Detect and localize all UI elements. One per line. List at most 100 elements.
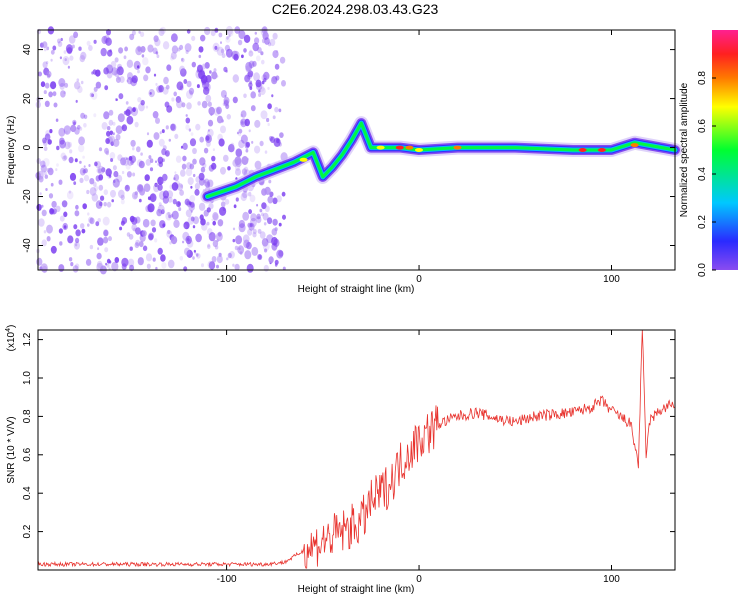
noise-blob	[278, 250, 284, 257]
noise-blob	[116, 66, 124, 76]
noise-blob	[68, 190, 72, 194]
noise-blob	[55, 168, 58, 172]
noise-blob	[170, 123, 176, 131]
noise-blob	[274, 259, 279, 265]
noise-blob	[96, 168, 100, 174]
snr-scale-label: (x104)	[5, 325, 17, 352]
noise-blob	[74, 243, 78, 247]
noise-blob	[40, 164, 47, 173]
noise-blob	[222, 207, 226, 211]
noise-blob	[247, 228, 253, 236]
noise-blob	[190, 185, 193, 189]
noise-blob	[155, 117, 160, 124]
noise-blob	[146, 132, 150, 136]
noise-blob	[208, 232, 216, 242]
noise-blob	[207, 260, 214, 269]
noise-blob	[266, 117, 270, 123]
noise-blob	[42, 158, 50, 167]
noise-blob	[226, 114, 231, 120]
noise-blob	[116, 174, 123, 183]
noise-blob	[217, 231, 222, 237]
hotspot	[299, 157, 308, 162]
noise-blob	[102, 216, 110, 226]
noise-blob	[190, 216, 195, 222]
noise-blob	[106, 258, 111, 264]
hotspot	[578, 148, 587, 152]
noise-blob	[121, 257, 129, 267]
noise-blob	[39, 192, 42, 196]
noise-blob	[162, 41, 170, 50]
noise-blob	[126, 232, 131, 237]
noise-blob	[147, 44, 154, 53]
noise-blob	[156, 85, 163, 93]
noise-blob	[106, 263, 110, 268]
noise-blob	[200, 34, 206, 42]
snr-panel: -100 0 100 0.2 0.4 0.6 0.8 1.0 1.2 Height of st…	[5, 325, 676, 595]
noise-blob	[94, 161, 98, 167]
noise-blob	[41, 209, 47, 217]
noise-blob	[227, 252, 232, 259]
snr-x-axis-label: Height of straight line (km)	[298, 584, 415, 595]
noise-blob	[192, 158, 197, 165]
noise-blob	[151, 227, 157, 233]
noise-blob	[76, 78, 80, 82]
noise-blob	[137, 65, 140, 69]
noise-blob	[107, 174, 112, 179]
noise-blob	[129, 246, 133, 251]
noise-blob	[113, 170, 119, 178]
noise-blob	[58, 179, 63, 185]
noise-blob	[258, 254, 263, 260]
noise-blob	[126, 76, 133, 85]
noise-blob	[212, 148, 215, 152]
noise-blob	[201, 63, 207, 70]
noise-blob	[195, 69, 203, 79]
noise-blob	[184, 43, 192, 52]
noise-blob	[106, 29, 111, 36]
hotspot	[405, 145, 414, 150]
noise-blob	[212, 212, 219, 221]
noise-blob	[44, 100, 50, 108]
noise-blob	[179, 44, 184, 51]
noise-blob	[246, 263, 254, 273]
noise-blob	[254, 119, 261, 128]
noise-blob	[198, 54, 202, 59]
snr-frame	[37, 329, 676, 571]
noise-blob	[147, 196, 151, 201]
noise-blob	[143, 183, 151, 192]
noise-blob	[153, 73, 157, 77]
noise-blob	[70, 262, 74, 267]
noise-blob	[216, 106, 222, 115]
noise-blob	[180, 184, 184, 188]
noise-blob	[245, 65, 251, 73]
noise-blob	[152, 111, 159, 119]
noise-blob	[217, 219, 224, 227]
noise-blob	[211, 155, 216, 162]
noise-blob	[117, 113, 125, 123]
noise-blob	[173, 91, 177, 97]
noise-blob	[238, 223, 246, 233]
noise-blob	[126, 59, 134, 68]
noise-blob	[177, 183, 184, 191]
noise-blob	[58, 228, 64, 234]
noise-blob	[59, 137, 65, 145]
noise-blob	[176, 99, 183, 109]
noise-blob	[184, 198, 190, 206]
noise-blob	[274, 63, 280, 70]
noise-blob	[58, 264, 65, 272]
noise-blob	[225, 48, 233, 58]
noise-blob	[195, 253, 199, 257]
noise-blob	[209, 70, 212, 74]
noise-blob	[103, 229, 109, 237]
noise-blob	[46, 168, 51, 173]
hotspot	[630, 143, 639, 148]
noise-blob	[49, 129, 53, 134]
noise-blob	[188, 87, 195, 95]
noise-blob	[243, 239, 250, 249]
noise-blob	[256, 203, 259, 207]
noise-blob	[90, 91, 98, 100]
noise-blob	[78, 46, 82, 51]
noise-blob	[163, 76, 169, 85]
noise-blob	[180, 68, 187, 77]
noise-blob	[79, 160, 82, 164]
noise-blob	[259, 85, 265, 92]
